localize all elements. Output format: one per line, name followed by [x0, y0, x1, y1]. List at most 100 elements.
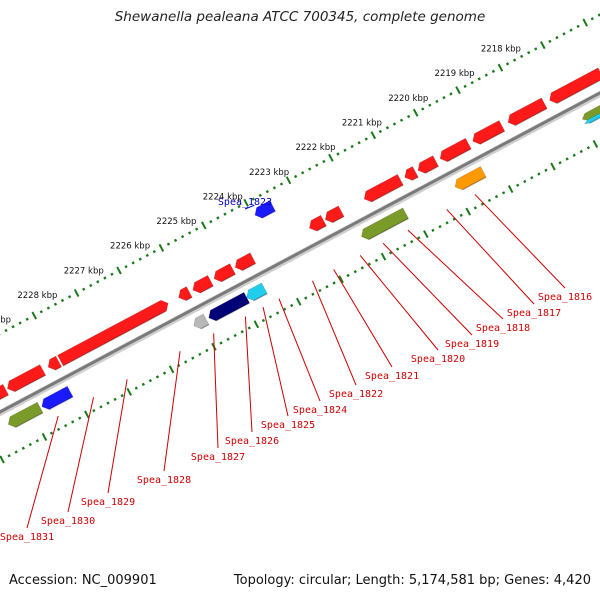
minor-tick [388, 251, 393, 255]
minor-tick [530, 176, 534, 180]
gene-arrow[interactable] [8, 401, 44, 428]
gene-label[interactable]: Spea_1818 [476, 323, 530, 334]
minor-tick [558, 161, 562, 165]
topology-summary: Topology: circular; Length: 5,174,581 bp… [233, 573, 591, 588]
gene-arrow[interactable] [404, 166, 419, 181]
minor-tick [223, 212, 227, 216]
leader-line [26, 415, 59, 529]
kbp-label: 2227 kbp [64, 266, 104, 276]
minor-tick [78, 416, 82, 420]
minor-tick [82, 287, 86, 291]
gene-label[interactable]: Spea_1820 [411, 354, 465, 365]
minor-tick [71, 420, 75, 424]
gene-label[interactable]: Spea_1830 [41, 516, 95, 527]
gene-arrow[interactable] [439, 137, 472, 162]
minor-tick [399, 118, 404, 122]
gene-arrow[interactable] [7, 364, 46, 392]
gene-arrow[interactable] [208, 292, 250, 322]
major-tick [158, 243, 165, 252]
minor-tick [198, 352, 202, 356]
minor-tick [233, 333, 237, 338]
gene-arrow[interactable] [246, 282, 268, 301]
minor-tick [428, 103, 432, 107]
gene-arrow[interactable] [325, 205, 345, 223]
minor-tick [374, 258, 379, 263]
kbp-label: 2218 kbp [481, 45, 521, 55]
kbp-label: 2226 kbp [110, 242, 150, 252]
gene-label[interactable]: Spea_1829 [81, 497, 135, 508]
major-tick [507, 185, 514, 194]
gene-arrow[interactable] [192, 275, 214, 294]
gene-arrow[interactable] [361, 207, 409, 240]
minor-tick [11, 325, 15, 329]
major-tick [73, 288, 80, 297]
gene-arrow[interactable] [178, 286, 193, 301]
minor-tick [96, 280, 100, 284]
gene-label[interactable]: Spea_1831 [0, 532, 54, 543]
leader-line [446, 209, 535, 305]
major-tick [0, 455, 5, 464]
minor-tick [290, 303, 294, 308]
gene-arrow[interactable] [417, 155, 439, 174]
minor-tick [336, 152, 340, 156]
minor-tick [332, 281, 336, 285]
gene-label[interactable]: Spea_1816 [538, 292, 592, 303]
gene-arrow[interactable] [213, 263, 236, 283]
kbp-labels: 2218 kbp 2219 kbp 2220 kbp 2221 kbp 2222 kbp… [0, 45, 521, 326]
minor-tick [322, 159, 326, 164]
gene-arrow[interactable] [254, 200, 276, 219]
gene-label[interactable]: Spea_1821 [365, 371, 419, 382]
gene-arrow[interactable] [363, 174, 404, 203]
gene-arrow[interactable] [57, 300, 169, 367]
kbp-label: 2224 kbp [203, 192, 243, 202]
major-tick [116, 266, 122, 275]
gene-label[interactable]: Spea_1824 [293, 405, 347, 416]
accession-text: Accession: NC_009901 [9, 573, 157, 588]
minor-tick [385, 126, 390, 130]
gene-label[interactable]: Spea_1823 [218, 197, 272, 208]
gene-arrow[interactable] [549, 67, 600, 104]
gene-label[interactable]: Spea_1827 [191, 452, 245, 463]
gene-arrow[interactable] [41, 385, 74, 410]
gene-arrow[interactable] [0, 383, 9, 405]
gene-label[interactable]: Spea_1819 [445, 339, 499, 350]
minor-tick [318, 288, 322, 293]
major-tick [126, 387, 132, 396]
minor-tick [106, 401, 110, 405]
gene-arrow[interactable] [583, 104, 600, 125]
gene-label[interactable]: Spea_1826 [225, 436, 279, 447]
gene-label[interactable]: Spea_1828 [137, 475, 191, 486]
minor-tick [92, 409, 96, 413]
gene-label[interactable]: Spea_1822 [329, 389, 383, 400]
gene-label[interactable]: Spea_1817 [507, 308, 561, 319]
minor-tick [410, 240, 414, 244]
gene-arrow[interactable] [309, 214, 327, 232]
minor-tick [226, 337, 230, 341]
minor-tick [579, 149, 583, 154]
major-tick [540, 41, 546, 50]
gene-arrow[interactable] [472, 120, 506, 145]
kbp-label: 2222 kbp [295, 143, 335, 153]
minor-tick [219, 341, 223, 345]
gene-arrow[interactable] [193, 313, 210, 330]
minor-tick [576, 24, 580, 28]
gene-arrow[interactable] [234, 252, 257, 271]
gene-arrow[interactable] [507, 97, 548, 126]
genome-backbone [0, 90, 600, 417]
minor-tick [155, 375, 160, 379]
minor-tick [449, 92, 453, 96]
minor-tick [21, 446, 25, 450]
kbp-label: 2229 kbp [0, 316, 11, 326]
kbp-label: 2219 kbp [435, 69, 475, 79]
gene-arrow[interactable] [47, 355, 62, 371]
minor-tick [279, 182, 284, 186]
minor-tick [325, 285, 329, 289]
minor-tick [35, 439, 39, 443]
leader-line [333, 269, 393, 368]
gene-label[interactable]: Spea_1825 [261, 420, 315, 431]
minor-tick [523, 179, 527, 184]
gene-arrow[interactable] [454, 166, 487, 191]
major-tick [253, 320, 260, 329]
minor-tick [49, 431, 54, 435]
minor-tick [145, 253, 149, 258]
